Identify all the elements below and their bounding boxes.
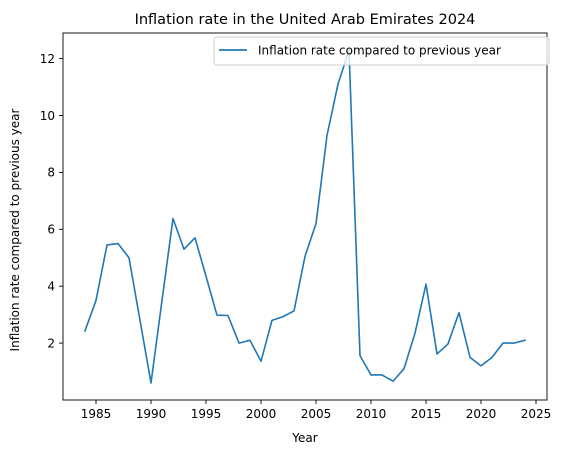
axes-frame [62, 32, 548, 401]
x-tick-label: 2000 [246, 407, 277, 421]
x-tick-label: 2015 [411, 407, 442, 421]
legend: Inflation rate compared to previous year [213, 36, 550, 66]
x-tick-label: 1995 [191, 407, 222, 421]
y-tick-label: 4 [47, 280, 55, 294]
x-tick-label: 1985 [81, 407, 112, 421]
plot-area: 1985 1990 1995 2000 2005 2010 2015 2020 2025 2 4 6 8… [40, 32, 552, 421]
x-tick-label: 1990 [136, 407, 167, 421]
x-tick-label: 2005 [301, 407, 332, 421]
y-tick-label: 6 [47, 223, 55, 237]
y-tick-label: 2 [47, 336, 55, 350]
x-tick-label: 2010 [356, 407, 387, 421]
series-line-0 [83, 49, 526, 384]
legend-box [213, 36, 550, 66]
y-tick-label: 12 [40, 52, 55, 66]
x-tick-label: 2020 [466, 407, 497, 421]
chart-title: Inflation rate in the United Arab Emirat… [135, 12, 476, 28]
y-axis-label: Inflation rate compared to previous year [8, 108, 22, 351]
y-tick-label: 10 [40, 109, 55, 123]
x-tick-label: 2025 [521, 407, 552, 421]
legend-entry-label: Inflation rate compared to previous year [258, 44, 501, 58]
y-tick-label: 8 [47, 166, 55, 180]
x-axis-label: Year [291, 431, 317, 445]
